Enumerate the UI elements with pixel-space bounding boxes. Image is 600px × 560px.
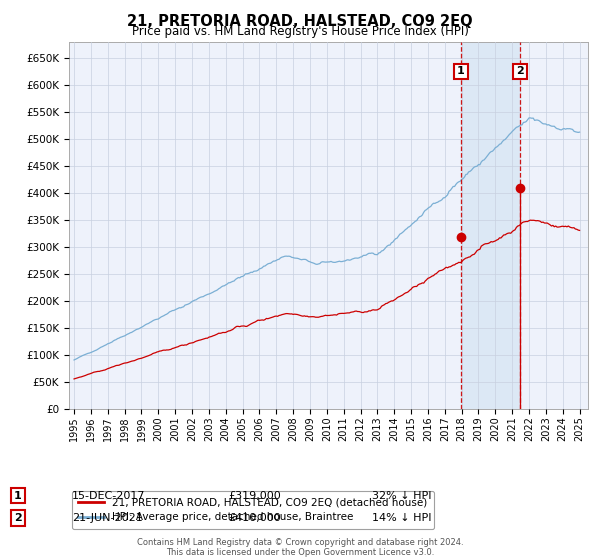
Bar (461, 42, 520, 409)
Text: 15-DEC-2017: 15-DEC-2017 (72, 491, 146, 501)
Text: 1: 1 (457, 66, 465, 76)
Text: 21-JUN-2021: 21-JUN-2021 (72, 513, 143, 523)
Text: Price paid vs. HM Land Registry's House Price Index (HPI): Price paid vs. HM Land Registry's House … (131, 25, 469, 38)
Text: Contains HM Land Registry data © Crown copyright and database right 2024.
This d: Contains HM Land Registry data © Crown c… (137, 538, 463, 557)
Text: 1: 1 (14, 491, 22, 501)
Text: 2: 2 (516, 66, 524, 76)
Text: £319,000: £319,000 (228, 491, 281, 501)
Legend: 21, PRETORIA ROAD, HALSTEAD, CO9 2EQ (detached house), HPI: Average price, detac: 21, PRETORIA ROAD, HALSTEAD, CO9 2EQ (de… (71, 491, 434, 529)
Text: £410,000: £410,000 (228, 513, 281, 523)
Text: 21, PRETORIA ROAD, HALSTEAD, CO9 2EQ: 21, PRETORIA ROAD, HALSTEAD, CO9 2EQ (127, 14, 473, 29)
Text: 14% ↓ HPI: 14% ↓ HPI (372, 513, 431, 523)
Text: 2: 2 (14, 513, 22, 523)
Text: 32% ↓ HPI: 32% ↓ HPI (372, 491, 431, 501)
